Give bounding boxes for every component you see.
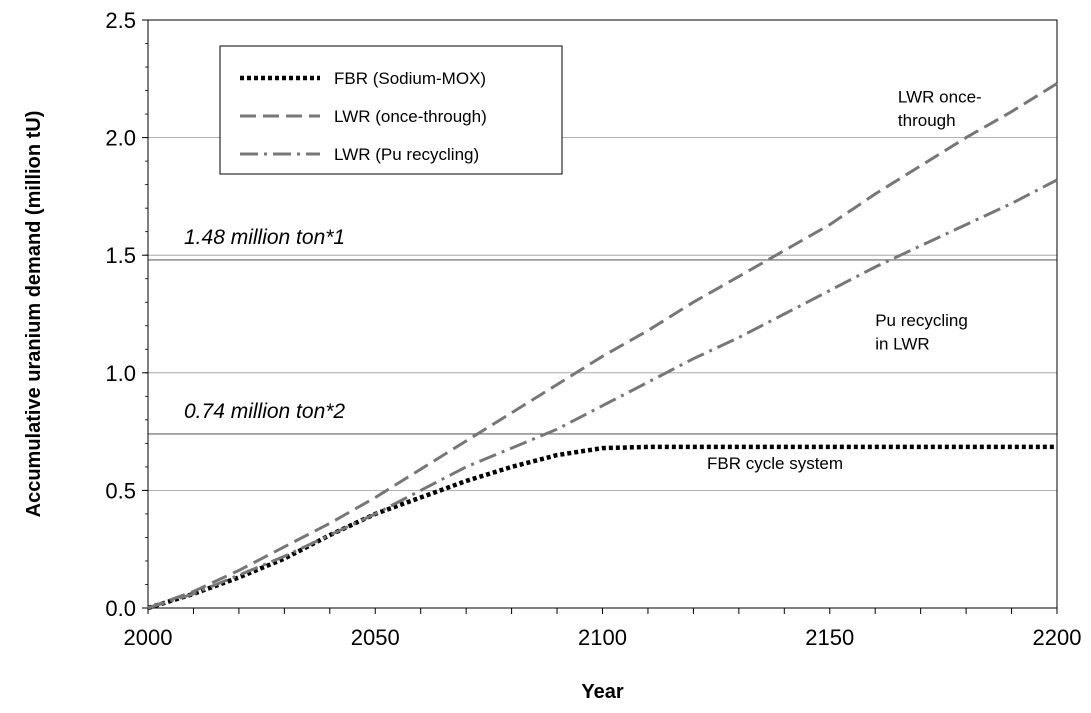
y-tick-label: 2.5 bbox=[105, 8, 136, 33]
x-tick-label: 2200 bbox=[1033, 625, 1082, 650]
legend-label: LWR (once-through) bbox=[334, 107, 487, 126]
annotation-label: in LWR bbox=[875, 334, 929, 353]
chart-text: 0.0 0.5 1.0 1.5 2.0 2.5 2000 2050 2100 2150 2200 1.… bbox=[23, 8, 1081, 703]
y-tick-label: 0.5 bbox=[105, 478, 136, 503]
y-tick-label: 2.0 bbox=[105, 126, 136, 151]
x-tick-label: 2150 bbox=[805, 625, 854, 650]
y-tick-label: 1.5 bbox=[105, 243, 136, 268]
x-axis-title: Year bbox=[581, 681, 623, 703]
y-axis-title: Accumulative uranium demand (million tU) bbox=[23, 111, 45, 518]
annotation-label: LWR once- bbox=[898, 87, 982, 106]
x-tick-label: 2050 bbox=[351, 625, 400, 650]
series-lines bbox=[147, 82, 1058, 611]
x-tick-label: 2000 bbox=[124, 625, 173, 650]
axis-ticks bbox=[142, 19, 1058, 614]
legend: FBR (Sodium-MOX) LWR (once-through) LWR (P… bbox=[219, 45, 563, 175]
reference-line-label: 0.74 million ton*2 bbox=[184, 400, 345, 423]
y-tick-label: 0.0 bbox=[105, 596, 136, 621]
series-line bbox=[147, 82, 1058, 610]
annotation-label: Pu recycling bbox=[875, 311, 968, 330]
x-tick-label: 2100 bbox=[578, 625, 627, 650]
legend-label: FBR (Sodium-MOX) bbox=[334, 69, 486, 88]
legend-label: LWR (Pu recycling) bbox=[334, 145, 479, 164]
reference-lines bbox=[148, 259, 1057, 435]
reference-line-label: 1.48 million ton*1 bbox=[184, 226, 345, 249]
y-tick-label: 1.0 bbox=[105, 361, 136, 386]
series-line bbox=[147, 444, 1057, 611]
annotation-label: through bbox=[898, 111, 956, 130]
annotation-label: FBR cycle system bbox=[707, 454, 843, 473]
series-line bbox=[147, 178, 1058, 610]
